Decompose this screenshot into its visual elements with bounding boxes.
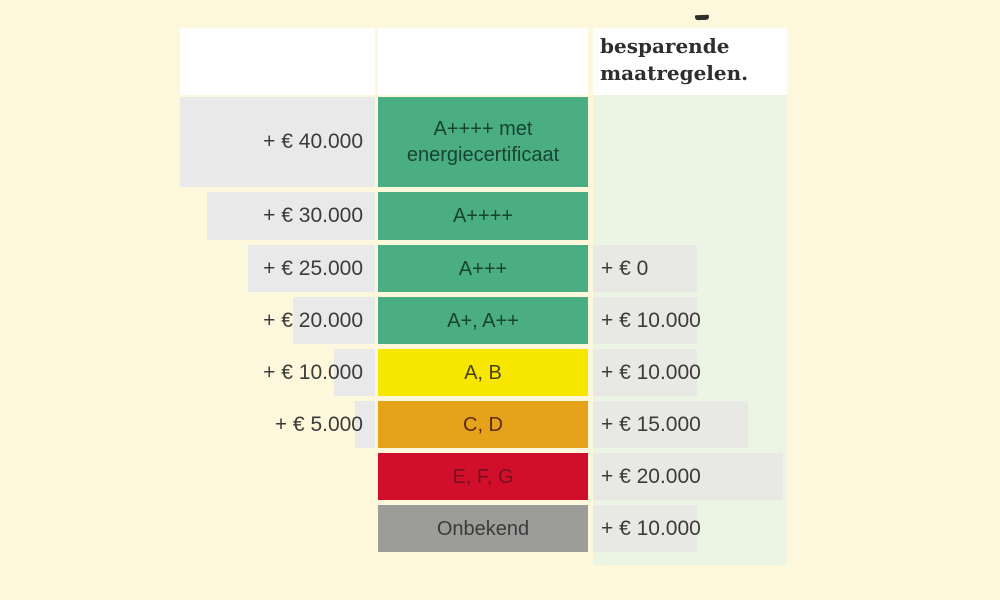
energy-label-bar: C, D bbox=[378, 401, 588, 448]
left-value-bar bbox=[180, 97, 375, 187]
right-value: + € 20.000 bbox=[601, 464, 701, 488]
left-value-cell: + € 10.000 bbox=[180, 349, 375, 396]
right-value-bar bbox=[593, 453, 783, 500]
energy-label: A+, A++ bbox=[447, 309, 519, 332]
right-value: + € 15.000 bbox=[601, 412, 701, 436]
right-value-cell: + € 10.000 bbox=[593, 505, 787, 552]
table-row: + € 25.000 A+++ + € 0 bbox=[0, 245, 1000, 292]
right-value: + € 0 bbox=[601, 256, 649, 280]
table-row: + € 30.000 A++++ bbox=[0, 192, 1000, 240]
table-row: + € 5.000 C, D + € 15.000 bbox=[0, 401, 1000, 448]
header-cell-right: besparende maatregelen. bbox=[593, 28, 787, 95]
left-value: + € 10.000 bbox=[263, 360, 363, 384]
clipped-glyph-fragment bbox=[694, 14, 710, 21]
right-value-bar bbox=[593, 401, 748, 448]
left-value-bar bbox=[248, 245, 375, 292]
left-value-cell: + € 40.000 bbox=[180, 97, 375, 187]
energy-label: A, B bbox=[464, 361, 502, 384]
energy-label: Onbekend bbox=[436, 517, 530, 540]
left-value: + € 30.000 bbox=[263, 204, 363, 227]
right-value-bar bbox=[593, 297, 697, 344]
right-value: + € 10.000 bbox=[601, 308, 701, 332]
header-line-1: besparende bbox=[600, 34, 730, 58]
energy-label-bar: A++++ met energiecertificaat bbox=[378, 97, 588, 187]
right-value-cell: + € 0 bbox=[593, 245, 787, 292]
table-row: + € 10.000 A, B + € 10.000 bbox=[0, 349, 1000, 396]
left-value-cell: + € 5.000 bbox=[180, 401, 375, 448]
left-value-bar bbox=[355, 401, 375, 448]
right-value: + € 10.000 bbox=[601, 516, 701, 540]
energy-label: A++++ met energiecertificaat bbox=[406, 118, 560, 166]
header-cell-left bbox=[180, 28, 375, 95]
right-value-bar bbox=[593, 349, 697, 396]
energy-label-bar: A, B bbox=[378, 349, 588, 396]
table-row: + € 20.000 A+, A++ + € 10.000 bbox=[0, 297, 1000, 344]
table-row: E, F, G + € 20.000 bbox=[0, 453, 1000, 500]
header-cell-middle bbox=[378, 28, 588, 95]
right-value-cell: + € 10.000 bbox=[593, 349, 787, 396]
energy-label: A++++ bbox=[452, 205, 514, 227]
table-row: + € 40.000 A++++ met energiecertificaat bbox=[0, 97, 1000, 187]
energy-label: A+++ bbox=[458, 257, 508, 280]
right-value-cell: + € 10.000 bbox=[593, 297, 787, 344]
table-row: Onbekend + € 10.000 bbox=[0, 505, 1000, 552]
energy-label-bar: A+, A++ bbox=[378, 297, 588, 344]
left-value-cell: + € 20.000 bbox=[180, 297, 375, 344]
left-value-cell: + € 25.000 bbox=[180, 245, 375, 292]
left-value-cell: + € 30.000 bbox=[180, 192, 375, 240]
left-value: + € 5.000 bbox=[274, 412, 363, 436]
right-value-cell: + € 15.000 bbox=[593, 401, 787, 448]
right-value: + € 10.000 bbox=[601, 360, 701, 384]
left-value: + € 40.000 bbox=[263, 130, 363, 153]
energy-label-bar: A++++ bbox=[378, 192, 588, 240]
left-value: + € 20.000 bbox=[263, 308, 363, 332]
header-line-2: maatregelen. bbox=[600, 61, 749, 85]
energy-label: E, F, G bbox=[452, 465, 514, 488]
right-value-bar bbox=[593, 245, 697, 292]
energy-label: C, D bbox=[463, 413, 503, 436]
left-value-bar bbox=[334, 349, 375, 396]
left-value: + € 25.000 bbox=[263, 256, 363, 280]
right-value-cell: + € 20.000 bbox=[593, 453, 787, 500]
energy-label-bar: A+++ bbox=[378, 245, 588, 292]
energy-label-bar: E, F, G bbox=[378, 453, 588, 500]
left-value-bar bbox=[293, 297, 375, 344]
energy-label-bar: Onbekend bbox=[378, 505, 588, 552]
header-text: besparende maatregelen. bbox=[593, 28, 787, 87]
left-value-bar bbox=[207, 192, 375, 240]
right-value-bar bbox=[593, 505, 697, 552]
